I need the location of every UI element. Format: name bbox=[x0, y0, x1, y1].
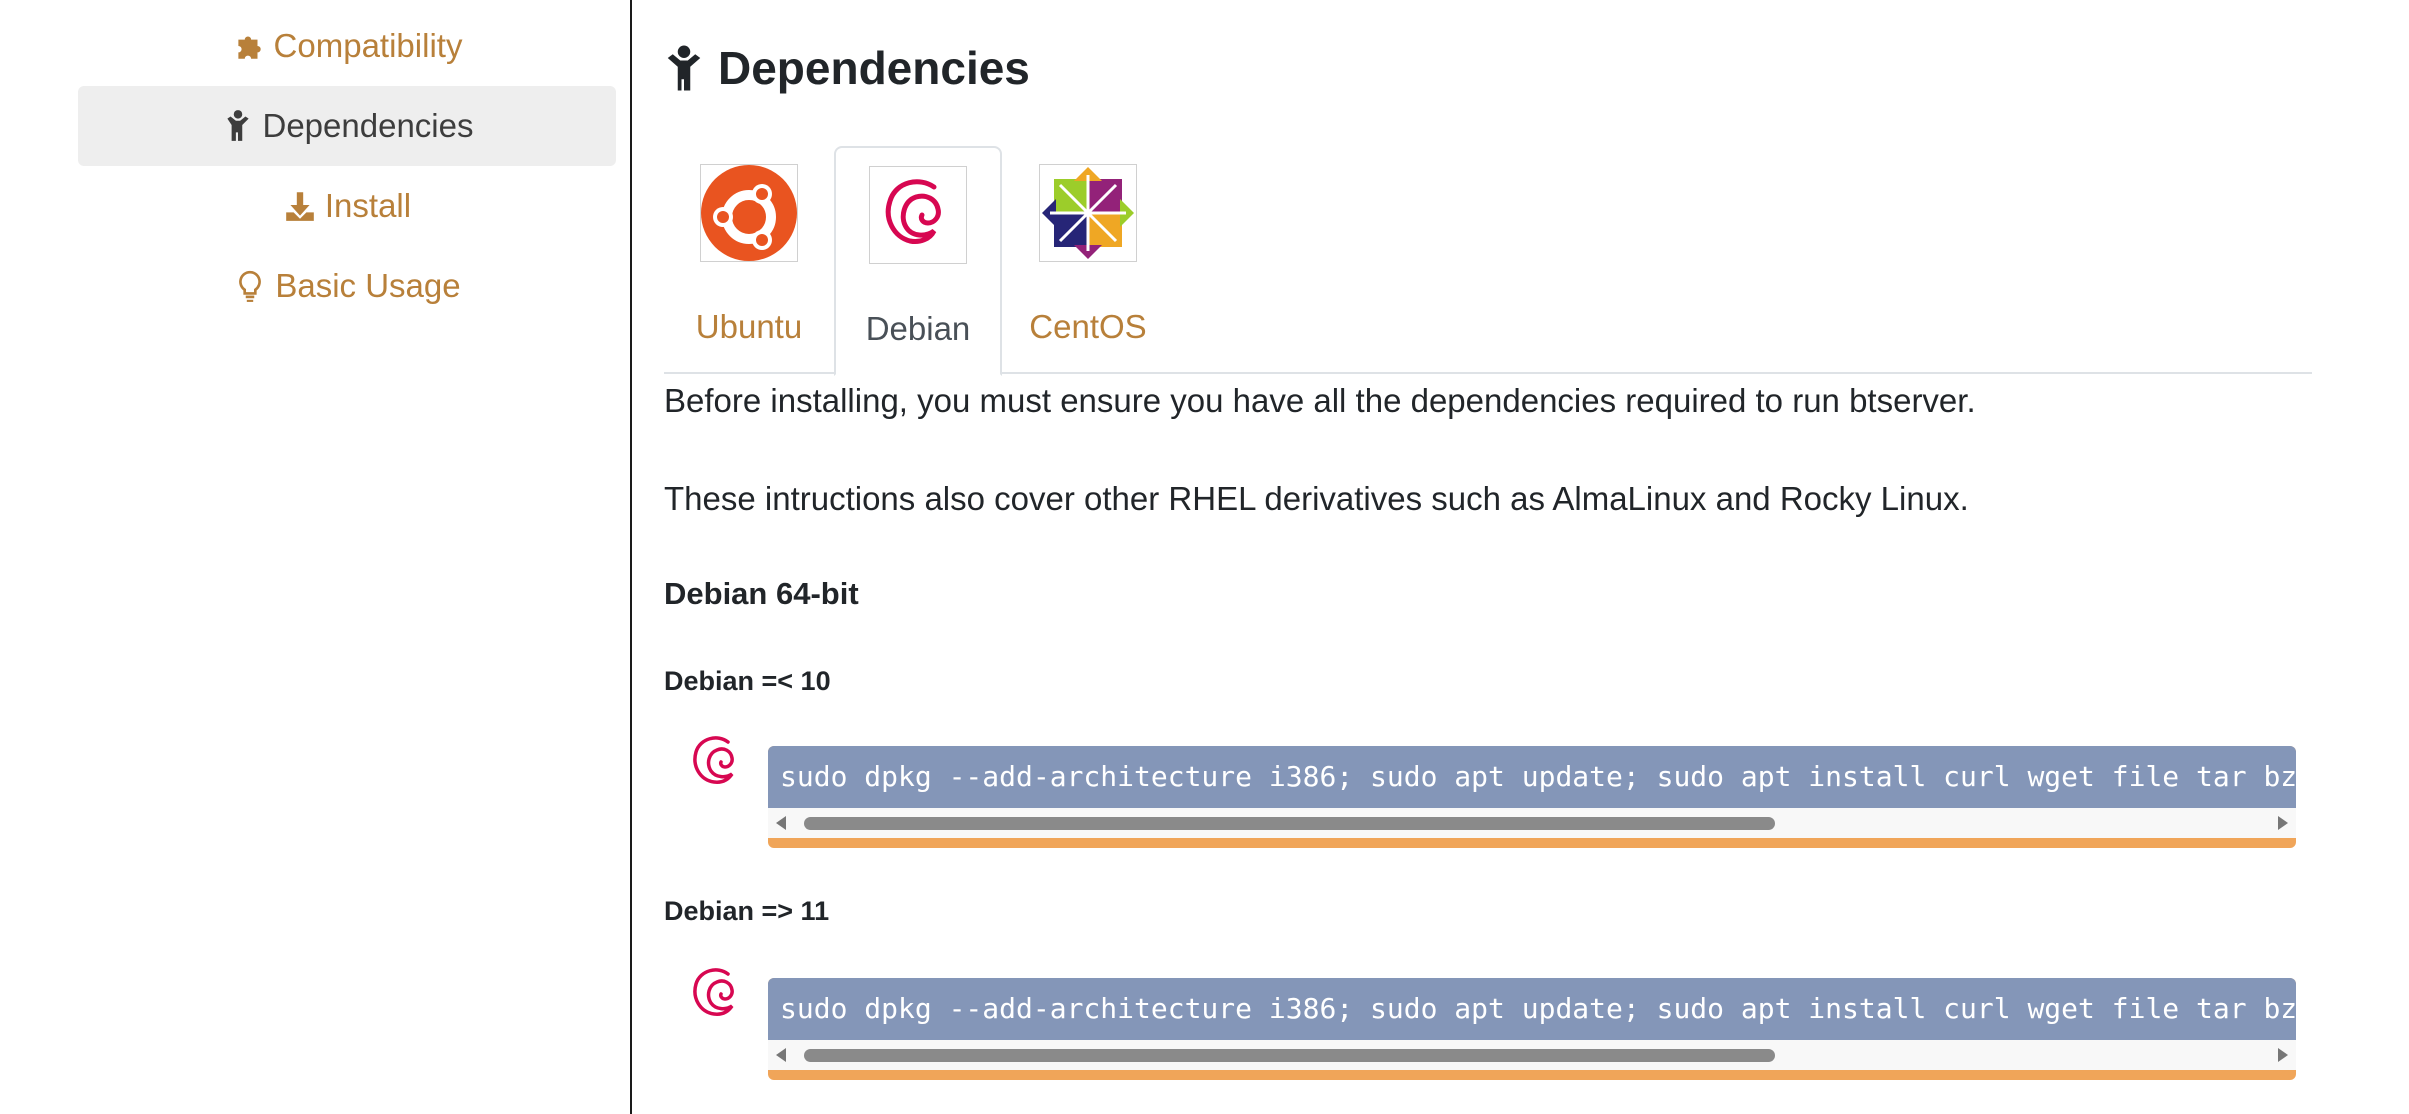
scroll-right-arrow-icon[interactable] bbox=[2278, 816, 2288, 830]
debian-logo-icon bbox=[869, 166, 967, 264]
scrollbar-thumb[interactable] bbox=[804, 1049, 1775, 1062]
page-title-text: Dependencies bbox=[718, 42, 1030, 94]
lightbulb-icon bbox=[233, 269, 267, 303]
ubuntu-logo-icon bbox=[700, 164, 798, 262]
sidebar-item-basic-usage[interactable]: Basic Usage bbox=[78, 246, 616, 326]
download-icon bbox=[283, 189, 317, 223]
code-block: sudo dpkg --add-architecture i386; sudo … bbox=[688, 964, 2318, 1084]
horizontal-scrollbar[interactable] bbox=[768, 808, 2296, 838]
tab-debian[interactable]: Debian bbox=[834, 146, 1002, 376]
intro-text: Before installing, you must ensure you h… bbox=[664, 382, 1976, 419]
tab-centos[interactable]: CentOS bbox=[1002, 146, 1174, 374]
code-container: sudo dpkg --add-architecture i386; sudo … bbox=[768, 746, 2296, 848]
sidebar-item-install[interactable]: Install bbox=[78, 166, 616, 246]
note-text: These intructions also cover other RHEL … bbox=[664, 480, 1969, 517]
distro-tabs: Ubuntu Debian bbox=[664, 146, 2312, 376]
tab-label: CentOS bbox=[1029, 308, 1147, 345]
main-content: Dependencies Ubuntu Debian bbox=[664, 0, 2364, 1114]
block-heading: Debian => 11 bbox=[664, 896, 830, 926]
sidebar-item-dependencies[interactable]: Dependencies bbox=[78, 86, 616, 166]
sidebar-item-label: Dependencies bbox=[262, 107, 474, 144]
debian-swirl-icon bbox=[693, 736, 734, 784]
tab-ubuntu[interactable]: Ubuntu bbox=[664, 146, 834, 374]
tab-label: Debian bbox=[865, 310, 971, 347]
sidebar-item-label: Basic Usage bbox=[275, 267, 461, 304]
tab-label: Ubuntu bbox=[695, 308, 803, 345]
code-block: sudo dpkg --add-architecture i386; sudo … bbox=[688, 732, 2318, 852]
centos-logo-icon bbox=[1039, 164, 1137, 262]
code-text[interactable]: sudo dpkg --add-architecture i386; sudo … bbox=[768, 978, 2296, 1040]
block-heading: Debian =< 10 bbox=[664, 666, 831, 696]
child-icon bbox=[221, 109, 255, 143]
debian-swirl-icon bbox=[693, 968, 734, 1016]
horizontal-scrollbar[interactable] bbox=[768, 1040, 2296, 1070]
sidebar: Compatibility Dependencies Install Basic… bbox=[0, 0, 632, 1114]
sidebar-item-compatibility[interactable]: Compatibility bbox=[78, 6, 616, 86]
sidebar-item-label: Compatibility bbox=[273, 27, 463, 64]
scrollbar-thumb[interactable] bbox=[804, 817, 1775, 830]
scroll-left-arrow-icon[interactable] bbox=[776, 1048, 786, 1062]
code-container: sudo dpkg --add-architecture i386; sudo … bbox=[768, 978, 2296, 1080]
child-icon bbox=[664, 44, 704, 92]
code-text[interactable]: sudo dpkg --add-architecture i386; sudo … bbox=[768, 746, 2296, 808]
scroll-right-arrow-icon[interactable] bbox=[2278, 1048, 2288, 1062]
puzzle-icon bbox=[232, 29, 266, 63]
section-title: Debian 64-bit bbox=[664, 576, 859, 611]
sidebar-item-label: Install bbox=[324, 187, 412, 224]
page-title: Dependencies bbox=[664, 38, 1030, 98]
scroll-left-arrow-icon[interactable] bbox=[776, 816, 786, 830]
